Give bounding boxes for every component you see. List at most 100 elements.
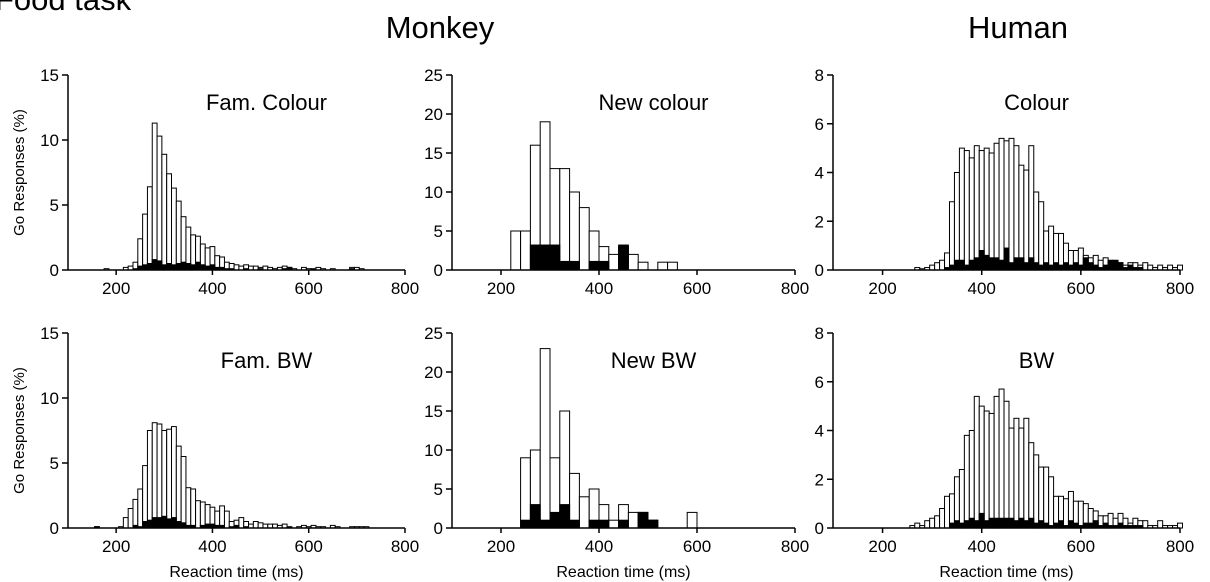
filled-bar (988, 517, 995, 529)
y-tick-label: 6 (815, 373, 824, 392)
open-bar (973, 145, 980, 271)
filled-bar (559, 504, 571, 529)
open-bar (223, 510, 230, 529)
filled-bar (180, 522, 187, 529)
y-tick-label: 25 (424, 324, 443, 343)
open-bar (1008, 427, 1015, 529)
histogram-panel-4: 0 5 10 15 200 400 600 800 Fam. BW Reaction time (… (11, 324, 419, 581)
panel-title: Fam. Colour (206, 90, 327, 115)
open-bar (166, 173, 173, 271)
x-tick-label: 600 (1067, 279, 1095, 298)
open-bar (978, 405, 985, 529)
open-bar (146, 186, 153, 271)
open-bar (929, 517, 936, 529)
open-bar (939, 508, 946, 529)
open-bar (988, 152, 995, 271)
open-bar (953, 172, 960, 271)
open-bar (988, 412, 995, 529)
filled-bar (988, 257, 995, 271)
open-bar (199, 501, 206, 529)
open-bar (156, 423, 163, 529)
filled-bar (998, 259, 1005, 271)
filled-bar (529, 504, 541, 529)
open-bar (1038, 201, 1045, 271)
x-tick-label: 400 (198, 537, 226, 556)
filled-bar (978, 512, 985, 529)
filled-bar (171, 517, 177, 529)
open-bar (1018, 164, 1025, 271)
open-bar (142, 213, 148, 271)
open-bar (122, 517, 129, 529)
filled-bar (161, 264, 168, 271)
y-tick-label: 5 (434, 222, 443, 241)
filled-bar (1028, 517, 1035, 529)
y-tick-label: 10 (40, 389, 59, 408)
open-bar (132, 498, 139, 529)
open-bar (1003, 400, 1010, 529)
filled-bar (993, 257, 1000, 271)
open-bar (1077, 500, 1084, 529)
open-bar (1043, 466, 1050, 529)
open-bar (968, 157, 975, 271)
filled-bar (983, 520, 990, 529)
filled-bar (1087, 262, 1094, 271)
open-bar (520, 230, 531, 271)
x-tick-label: 200 (868, 537, 896, 556)
open-bar (1023, 169, 1030, 271)
open-bar (1033, 191, 1040, 271)
open-bar (1013, 417, 1020, 529)
x-tick-label: 600 (683, 537, 711, 556)
figure-cut-title: Food task (0, 0, 132, 17)
filled-bar (569, 260, 580, 271)
filled-bar (973, 520, 980, 529)
open-bar (510, 230, 522, 271)
open-bar (180, 456, 187, 529)
x-tick-label: 800 (1166, 279, 1194, 298)
x-tick-label: 200 (487, 537, 515, 556)
filled-bar (968, 517, 975, 529)
open-bar (934, 262, 941, 271)
filled-bar (1067, 520, 1074, 529)
filled-bar (1033, 262, 1040, 271)
open-bar (939, 259, 946, 271)
filled-bar (549, 511, 561, 529)
filled-bar (588, 519, 600, 529)
filled-bar (1003, 247, 1010, 271)
open-bar (171, 187, 177, 271)
open-bar (968, 430, 975, 529)
filled-bar (618, 519, 629, 529)
open-bar (195, 500, 201, 529)
x-axis-label: Reaction time (ms) (556, 564, 690, 581)
filled-bar (1008, 517, 1015, 529)
open-bar (627, 253, 639, 271)
open-bar (998, 388, 1005, 529)
filled-bar (559, 260, 571, 271)
open-bar (137, 488, 144, 529)
filled-bar (978, 250, 985, 271)
x-tick-label: 400 (585, 279, 613, 298)
y-tick-label: 6 (815, 115, 824, 134)
open-bar (1048, 225, 1055, 271)
open-bar (993, 142, 1000, 271)
monkey-header: Monkey (386, 10, 495, 45)
filled-bar (983, 254, 990, 271)
open-bar (686, 511, 698, 529)
filled-bar (1013, 257, 1020, 271)
filled-bar (598, 260, 610, 271)
y-tick-label: 2 (815, 470, 824, 489)
filled-bar (146, 519, 153, 529)
filled-bar (1013, 520, 1020, 529)
open-bar (983, 410, 990, 529)
filled-bar (1063, 262, 1069, 271)
open-bar (559, 168, 571, 271)
filled-bar (156, 260, 163, 271)
open-bar (983, 147, 990, 271)
open-bar (578, 207, 590, 271)
x-tick-label: 800 (391, 537, 419, 556)
filled-bar (1043, 262, 1050, 271)
y-tick-label: 0 (815, 519, 824, 538)
filled-bar (963, 520, 970, 529)
filled-bar (1028, 257, 1035, 271)
filled-bar (185, 263, 192, 271)
x-tick-label: 600 (295, 279, 323, 298)
